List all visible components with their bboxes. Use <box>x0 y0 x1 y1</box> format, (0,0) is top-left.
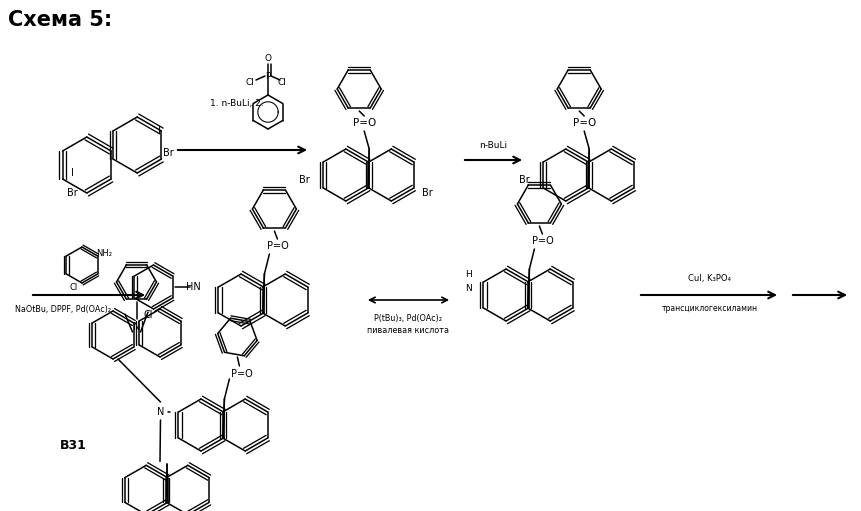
Text: трансциклогексиламин: трансциклогексиламин <box>662 304 758 313</box>
Text: Br: Br <box>519 175 530 185</box>
Text: P(tBu)₃, Pd(OAc)₂: P(tBu)₃, Pd(OAc)₂ <box>374 314 442 322</box>
Text: I: I <box>71 169 74 178</box>
Text: пивалевая кислота: пивалевая кислота <box>367 326 449 335</box>
Text: Cl: Cl <box>70 283 78 291</box>
Text: Cl: Cl <box>245 78 255 86</box>
Text: P: P <box>265 72 270 81</box>
Text: CuI, K₃PO₄: CuI, K₃PO₄ <box>689 273 732 283</box>
Text: N: N <box>133 322 140 332</box>
Text: P=O: P=O <box>531 236 554 246</box>
Text: n-BuLi: n-BuLi <box>479 141 507 150</box>
Text: Cl: Cl <box>144 310 153 320</box>
Text: NH₂: NH₂ <box>96 248 112 258</box>
Text: Br: Br <box>422 188 433 198</box>
Text: P=O: P=O <box>267 241 288 251</box>
Text: N: N <box>157 407 164 417</box>
Text: P=O: P=O <box>573 118 596 128</box>
Text: Br: Br <box>67 188 78 198</box>
Text: Br: Br <box>299 175 310 185</box>
Text: HN: HN <box>186 282 201 292</box>
Text: I: I <box>158 126 161 136</box>
Text: Cl: Cl <box>277 78 287 86</box>
Text: B31: B31 <box>60 438 87 452</box>
Text: Схема 5:: Схема 5: <box>8 10 112 30</box>
Text: P=O: P=O <box>231 369 252 379</box>
Text: 1. n-BuLi, 2.: 1. n-BuLi, 2. <box>210 99 263 107</box>
Text: H: H <box>465 269 472 278</box>
Text: Br: Br <box>163 148 173 158</box>
Text: NaOtBu, DPPF, Pd(OAc)₂: NaOtBu, DPPF, Pd(OAc)₂ <box>15 305 111 314</box>
Text: O: O <box>264 54 271 62</box>
Text: P=O: P=O <box>352 118 375 128</box>
Text: N: N <box>465 284 472 292</box>
